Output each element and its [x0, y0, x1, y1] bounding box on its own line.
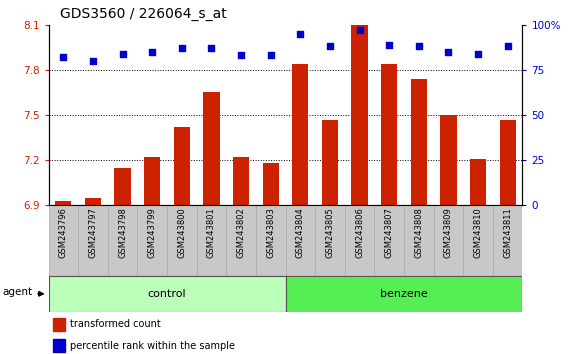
Bar	[233, 157, 249, 205]
Text: GDS3560 / 226064_s_at: GDS3560 / 226064_s_at	[60, 7, 227, 21]
Bar	[85, 198, 101, 205]
Bar	[49, 276, 286, 312]
Bar	[351, 25, 368, 205]
Bar	[463, 205, 493, 276]
Point	[89, 58, 98, 64]
Text: GSM243806: GSM243806	[355, 207, 364, 258]
Text: agent: agent	[2, 287, 33, 297]
Bar	[108, 205, 138, 276]
Text: GSM243802: GSM243802	[236, 207, 246, 258]
Text: GSM243805: GSM243805	[325, 207, 335, 258]
Text: GSM243798: GSM243798	[118, 207, 127, 258]
Bar	[114, 168, 131, 205]
Bar	[49, 205, 78, 276]
Point	[444, 49, 453, 55]
Text: GSM243803: GSM243803	[266, 207, 275, 258]
Point	[473, 51, 482, 57]
Bar	[286, 276, 522, 312]
Point	[325, 44, 335, 49]
Text: transformed count: transformed count	[70, 319, 160, 329]
Bar	[322, 120, 338, 205]
Point	[177, 45, 186, 51]
Text: GSM243801: GSM243801	[207, 207, 216, 258]
Text: control: control	[148, 289, 186, 299]
Text: GSM243808: GSM243808	[415, 207, 423, 258]
Text: GSM243804: GSM243804	[296, 207, 305, 258]
Point	[355, 27, 364, 33]
Point	[59, 55, 68, 60]
Bar	[53, 318, 65, 331]
Point	[236, 53, 246, 58]
Text: GSM243811: GSM243811	[503, 207, 512, 258]
Point	[414, 44, 423, 49]
Text: GSM243800: GSM243800	[178, 207, 186, 258]
Text: GSM243797: GSM243797	[89, 207, 98, 258]
Bar	[411, 79, 427, 205]
Bar	[55, 201, 71, 205]
Point	[118, 51, 127, 57]
Bar	[345, 205, 375, 276]
Bar	[196, 205, 226, 276]
Bar	[286, 205, 315, 276]
Point	[385, 42, 394, 47]
Bar	[404, 205, 433, 276]
Text: GSM243807: GSM243807	[385, 207, 393, 258]
Bar	[53, 339, 65, 352]
Point	[296, 31, 305, 37]
Text: GSM243796: GSM243796	[59, 207, 68, 258]
Bar	[381, 64, 397, 205]
Bar	[167, 205, 196, 276]
Bar	[226, 205, 256, 276]
Point	[266, 53, 275, 58]
Bar	[174, 127, 190, 205]
Bar	[433, 205, 463, 276]
Bar	[470, 159, 486, 205]
Bar	[203, 92, 220, 205]
Bar	[138, 205, 167, 276]
Bar	[144, 157, 160, 205]
Bar	[292, 64, 308, 205]
Point	[207, 45, 216, 51]
Text: GSM243799: GSM243799	[148, 207, 156, 258]
Bar	[493, 205, 522, 276]
Bar	[315, 205, 345, 276]
Text: benzene: benzene	[380, 289, 428, 299]
Bar	[375, 205, 404, 276]
Bar	[78, 205, 108, 276]
Point	[503, 44, 512, 49]
Bar	[256, 205, 286, 276]
Bar	[263, 163, 279, 205]
Bar	[440, 115, 457, 205]
Text: GSM243810: GSM243810	[473, 207, 482, 258]
Point	[148, 49, 157, 55]
Text: percentile rank within the sample: percentile rank within the sample	[70, 341, 235, 350]
Text: GSM243809: GSM243809	[444, 207, 453, 258]
Bar	[500, 120, 516, 205]
